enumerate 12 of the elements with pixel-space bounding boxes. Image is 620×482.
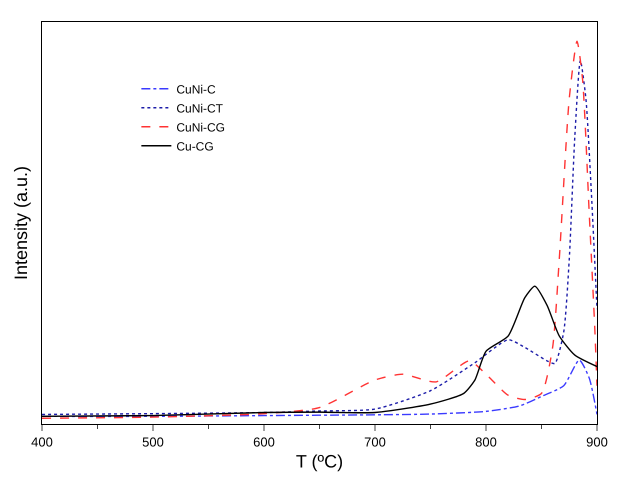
x-tick-label: 500 bbox=[142, 434, 164, 450]
legend-label: CuNi-CG bbox=[176, 120, 226, 134]
y-axis-title: Intensity (a.u.) bbox=[11, 166, 32, 280]
x-tick-label: 600 bbox=[253, 434, 275, 450]
legend-label: Cu-CG bbox=[176, 139, 214, 154]
x-tick-label: 700 bbox=[364, 434, 386, 450]
x-tick-label: 900 bbox=[586, 434, 608, 450]
x-axis-title: T (ºC) bbox=[296, 452, 344, 472]
x-tick-label: 400 bbox=[31, 434, 53, 450]
x-tick-label: 800 bbox=[475, 434, 497, 450]
legend-label: CuNi-C bbox=[176, 82, 216, 96]
legend-label: CuNi-CT bbox=[176, 101, 224, 116]
